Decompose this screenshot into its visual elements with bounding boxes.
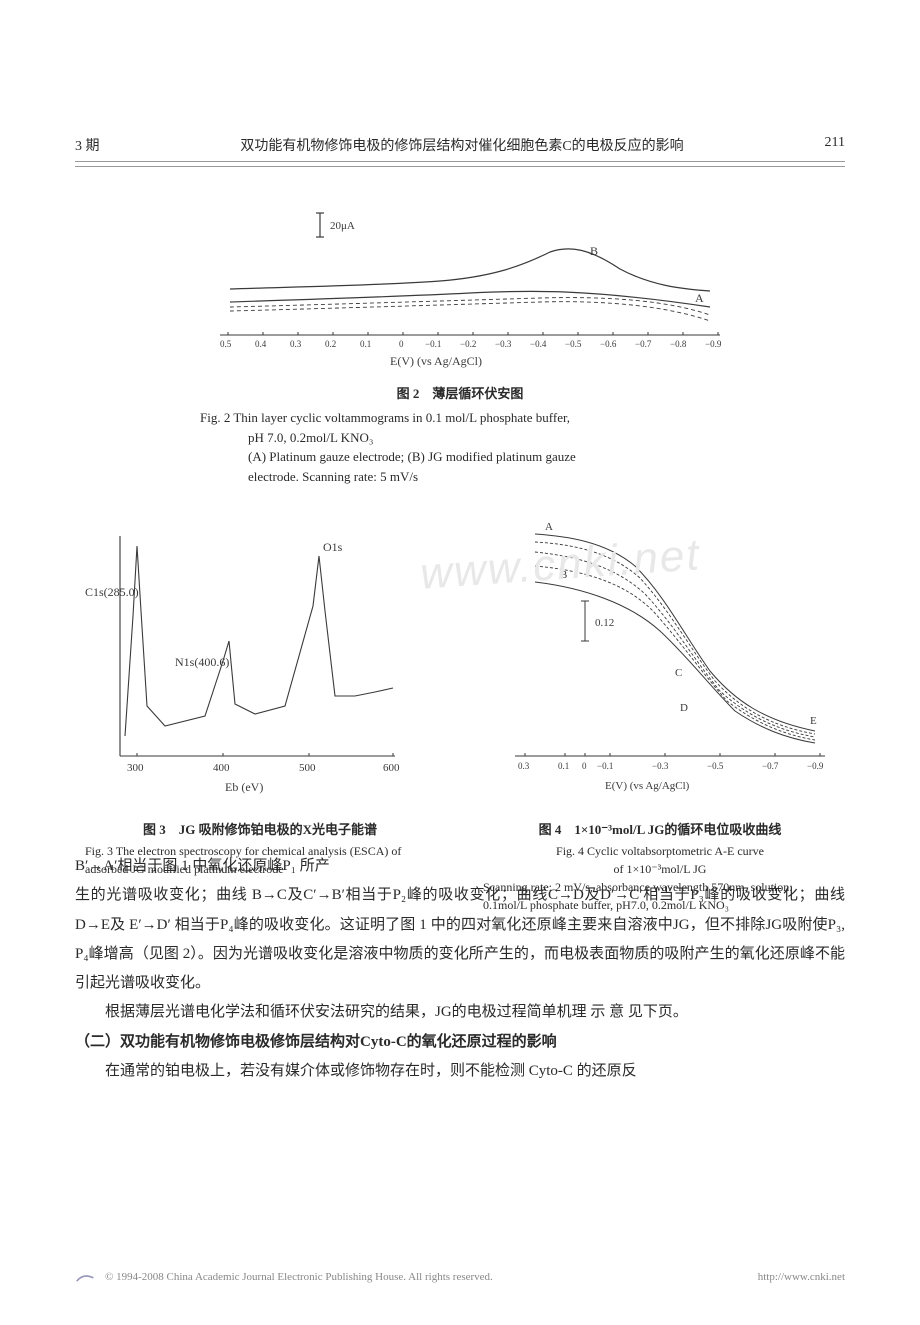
- running-title: 双功能有机物修饰电极的修饰层结构对催化细胞色素C的电极反应的影响: [240, 135, 683, 155]
- body-text: B′→A′相当于图 1 中氧化还原峰P₁ 所产 生的光谱吸收变化；曲线 B→C及…: [75, 852, 845, 1086]
- svg-text:0.1: 0.1: [360, 339, 371, 349]
- fig3-n1s-label: N1s(400.6): [175, 655, 229, 669]
- svg-text:−0.9: −0.9: [705, 339, 722, 349]
- svg-text:300: 300: [127, 762, 144, 774]
- header-rule: [75, 166, 845, 167]
- svg-text:0.5: 0.5: [220, 339, 232, 349]
- svg-text:600: 600: [383, 762, 400, 774]
- figure-2: 20μA B A 0.5 0.4 0.3 0.2 0.1 0 −0.1: [190, 207, 730, 486]
- svg-text:−0.5: −0.5: [707, 761, 724, 771]
- page-number: 211: [825, 135, 845, 155]
- svg-text:C: C: [675, 667, 682, 679]
- fig3-svg: C1s(285.0) N1s(400.6) O1s 300 400 500 60…: [75, 516, 415, 806]
- svg-text:0: 0: [399, 339, 404, 349]
- section-heading-2: （二）双功能有机物修饰电极修饰层结构对Cyto-C的氧化还原过程的影响: [75, 1028, 845, 1057]
- svg-text:E: E: [810, 715, 817, 727]
- fig4-svg: 0.12 A B C D E 0.3 0.1 0 −0.1 −0.3 −0.5 …: [475, 516, 835, 806]
- svg-text:500: 500: [299, 762, 316, 774]
- svg-text:−0.4: −0.4: [530, 339, 547, 349]
- fig3-c1s-label: C1s(285.0): [85, 585, 139, 599]
- svg-text:0.1: 0.1: [558, 761, 569, 771]
- fig2-xlabel: E(V) (vs Ag/AgCl): [390, 354, 482, 368]
- svg-text:−0.9: −0.9: [807, 761, 824, 771]
- page-header: 3 期 双功能有机物修饰电极的修饰层结构对催化细胞色素C的电极反应的影响 211: [75, 135, 845, 162]
- footer-copyright: © 1994-2008 China Academic Journal Elect…: [95, 1271, 758, 1283]
- fig4-scale-label: 0.12: [595, 617, 614, 629]
- svg-text:B: B: [560, 569, 567, 581]
- page-footer: © 1994-2008 China Academic Journal Elect…: [75, 1269, 845, 1285]
- svg-text:−0.1: −0.1: [597, 761, 613, 771]
- fig4-xlabel: E(V) (vs Ag/AgCl): [605, 780, 690, 792]
- svg-text:0.3: 0.3: [518, 761, 530, 771]
- svg-text:400: 400: [213, 762, 230, 774]
- figure-4: 0.12 A B C D E 0.3 0.1 0 −0.1 −0.3 −0.5 …: [475, 516, 845, 914]
- fig3-o1s-label: O1s: [323, 540, 343, 554]
- fig3-caption-zh: 图 3 JG 吸附修饰铂电极的X光电子能谱: [75, 819, 445, 838]
- svg-text:D: D: [680, 702, 688, 714]
- fig2-label-a: A: [695, 291, 704, 305]
- body-paragraph-2: 根据薄层光谱电化学法和循环伏安法研究的结果，JG的电极过程简单机理 示 意 见下…: [75, 998, 845, 1027]
- footer-url: http://www.cnki.net: [758, 1271, 845, 1283]
- footer-icon: [75, 1269, 95, 1285]
- fig3-xlabel: Eb (eV): [225, 780, 263, 794]
- body-paragraph-3: 在通常的铂电极上，若没有媒介体或修饰物存在时，则不能检测 Cyto-C 的还原反: [75, 1057, 845, 1086]
- fig2-svg: 20μA B A 0.5 0.4 0.3 0.2 0.1 0 −0.1: [190, 207, 730, 372]
- svg-text:0.3: 0.3: [290, 339, 302, 349]
- issue-number: 3 期: [75, 135, 100, 155]
- svg-text:−0.6: −0.6: [600, 339, 617, 349]
- fig2-scale-label: 20μA: [330, 220, 355, 232]
- svg-text:A: A: [545, 521, 553, 533]
- svg-text:−0.2: −0.2: [460, 339, 476, 349]
- svg-text:0: 0: [582, 761, 587, 771]
- svg-text:−0.1: −0.1: [425, 339, 441, 349]
- svg-text:−0.5: −0.5: [565, 339, 582, 349]
- svg-text:0.4: 0.4: [255, 339, 267, 349]
- svg-text:−0.7: −0.7: [635, 339, 652, 349]
- fig2-caption-en: Fig. 2 Thin layer cyclic voltammograms i…: [190, 408, 730, 486]
- svg-text:−0.3: −0.3: [652, 761, 669, 771]
- fig2-caption-zh: 图 2 薄层循环伏安图: [190, 383, 730, 402]
- fig4-caption-zh: 图 4 1×10⁻³mol/L JG的循环电位吸收曲线: [475, 819, 845, 838]
- body-paragraph-1: 生的光谱吸收变化；曲线 B→C及C′→B′相当于P₂峰的吸收变化；曲线C→D及D…: [75, 881, 845, 998]
- svg-text:−0.3: −0.3: [495, 339, 512, 349]
- svg-text:−0.8: −0.8: [670, 339, 687, 349]
- svg-text:0.2: 0.2: [325, 339, 336, 349]
- svg-text:−0.7: −0.7: [762, 761, 779, 771]
